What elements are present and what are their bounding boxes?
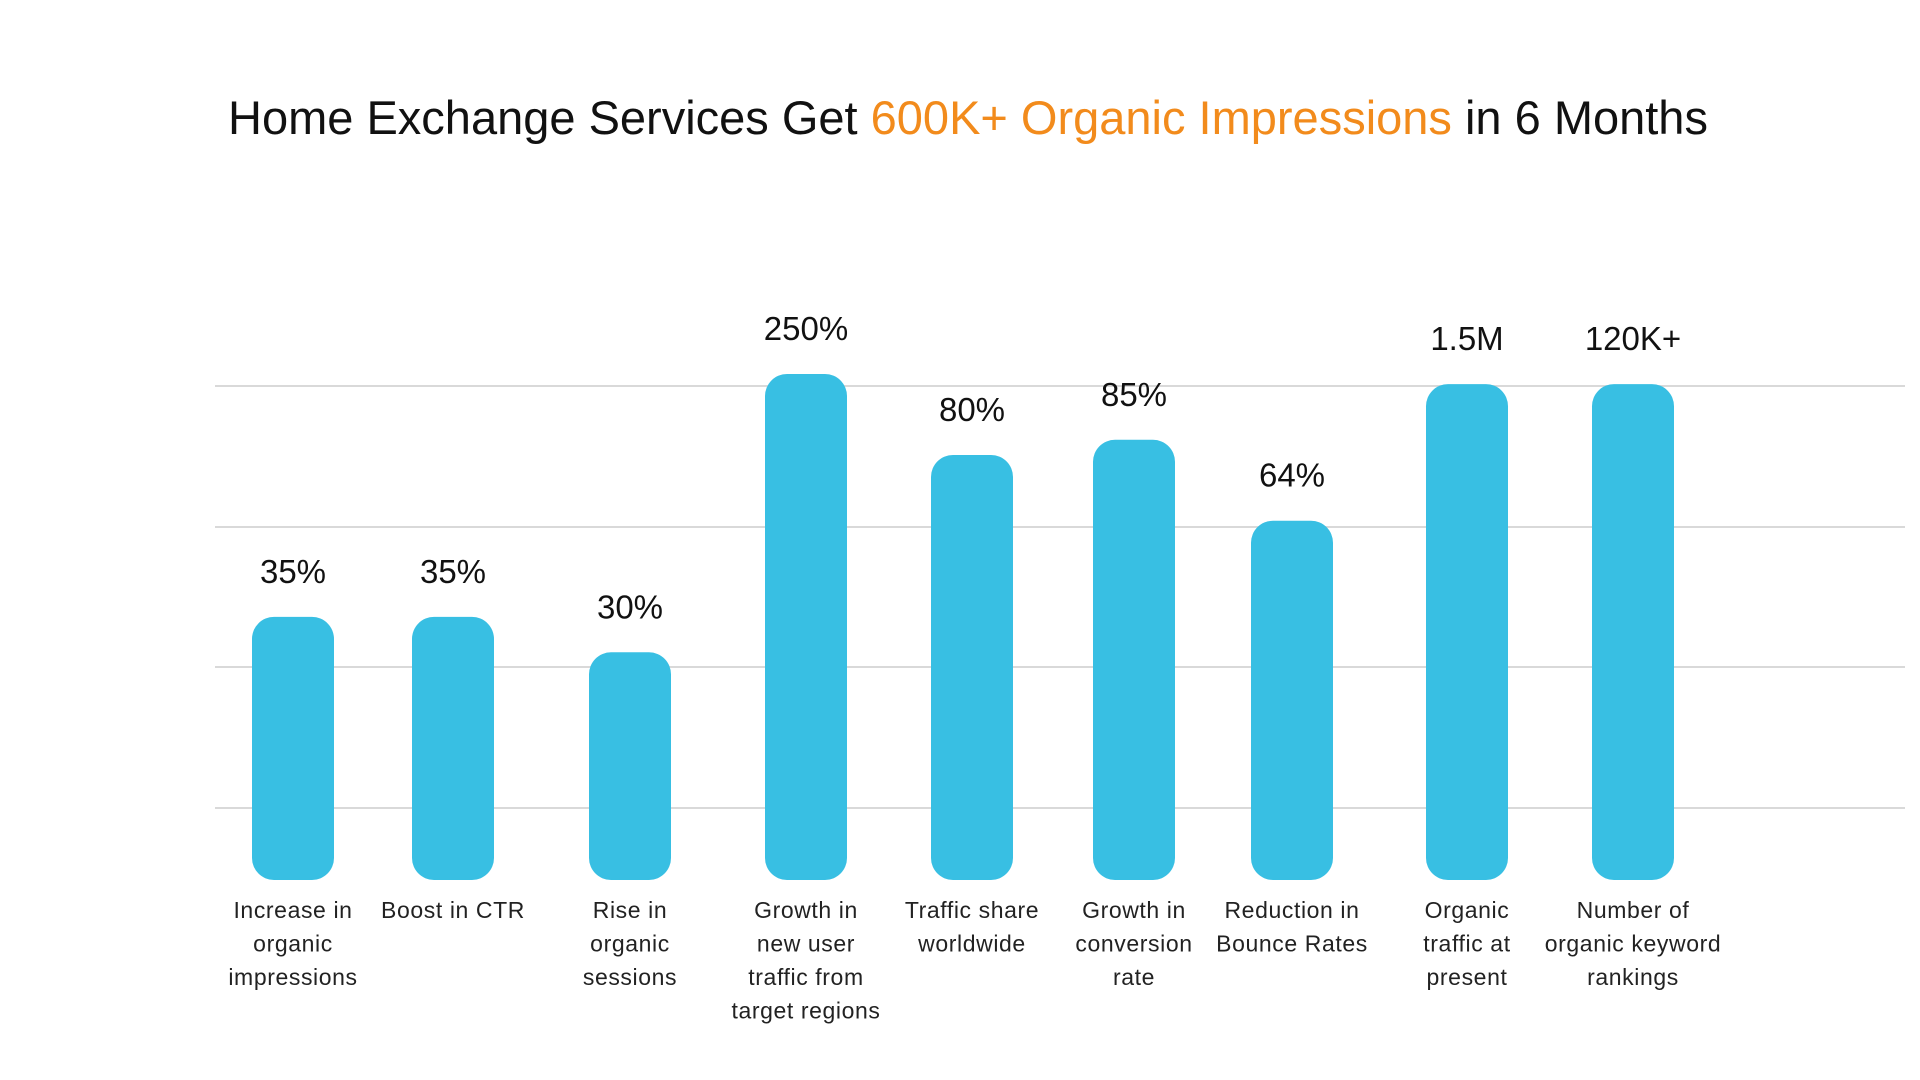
bars [252,374,1674,880]
chart-title: Home Exchange Services Get 600K+ Organic… [228,91,1708,144]
category-label: Boost in CTR [381,897,525,923]
category-label: Reduction in Bounce Rates [1216,897,1368,957]
bar [931,454,1013,880]
title-prefix: Home Exchange Services Get [228,91,871,144]
value-label: 30% [597,588,663,625]
bar [412,616,494,880]
title-highlight: 600K+ Organic Impressions [871,91,1452,144]
title-suffix: in 6 Months [1452,91,1708,144]
bar [589,652,671,880]
bar [1426,384,1508,880]
category-label: Number of organic keyword rankings [1545,897,1721,990]
bar [252,616,334,880]
value-labels: 35% 35% 30% 250% 80% 85% 64% 1.5M 120K+ [260,310,1681,625]
value-label: 64% [1259,457,1325,494]
bar [765,374,847,880]
category-label: Traffic share worldwide [905,897,1039,957]
value-label: 85% [1101,376,1167,413]
bar [1592,384,1674,880]
category-label: Increase in organic impressions [228,897,357,990]
category-label: Organic traffic at present [1423,897,1510,990]
bar [1093,439,1175,880]
category-label: Rise in organic sessions [583,897,677,990]
value-label: 35% [260,553,326,590]
category-labels: Increase in organic impressions Boost in CT… [228,897,1721,1024]
value-label: 120K+ [1585,320,1681,357]
category-label: Growth in new user traffic from target regi… [731,897,880,1024]
value-label: 250% [764,310,848,347]
bar [1251,520,1333,880]
value-label: 35% [420,553,486,590]
value-label: 80% [939,391,1005,428]
category-label: Growth in conversion rate [1075,897,1192,990]
value-label: 1.5M [1430,320,1503,357]
